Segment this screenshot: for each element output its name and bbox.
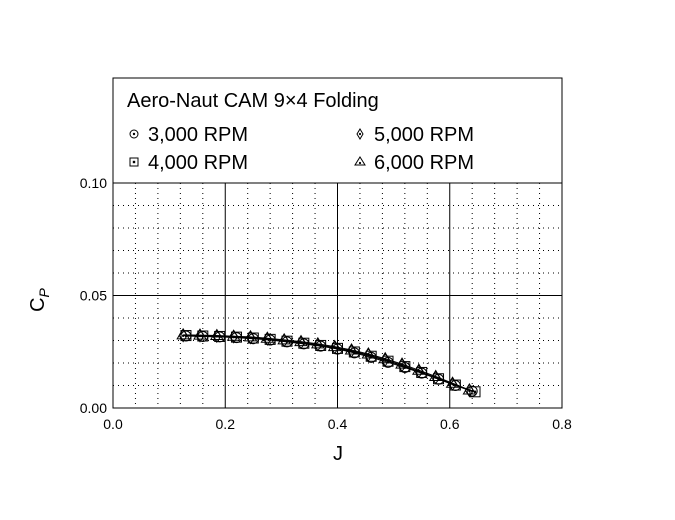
series-line (185, 335, 476, 393)
chart-title: Aero-Naut CAM 9×4 Folding (127, 90, 379, 112)
data-point-square (129, 157, 139, 167)
y-tick-label: 0.05 (80, 288, 107, 304)
data-point-triangle (226, 329, 241, 341)
y-tick-label: 0.00 (80, 400, 107, 416)
data-point-triangle (378, 351, 393, 364)
data-point-triangle (445, 376, 460, 388)
data-point-diamond (356, 128, 364, 140)
series-triangle (176, 327, 477, 395)
x-tick-label: 0.8 (552, 416, 572, 432)
data-point-triangle (411, 363, 426, 375)
data-point-triangle (294, 334, 308, 347)
data-point-triangle (260, 331, 275, 343)
y-axis-label-main: C (27, 297, 49, 311)
grid-major (113, 183, 562, 408)
legend-label: 3,000 RPM (148, 124, 248, 146)
legend-box (112, 77, 563, 184)
series-layer (176, 327, 481, 398)
legend-label: 6,000 RPM (374, 152, 474, 174)
data-point-triangle (277, 332, 292, 345)
data-point-circle (129, 129, 139, 139)
data-point-triangle (310, 336, 325, 349)
series-line (183, 334, 470, 391)
data-point-triangle (354, 156, 366, 166)
x-tick-label: 0.2 (216, 416, 236, 432)
tick-labels: 0.0 0.2 0.4 0.6 0.8 0.00 0.05 0.10 (80, 175, 572, 432)
data-point-triangle (209, 328, 224, 341)
x-tick-label: 0.0 (103, 416, 123, 432)
data-point-triangle (395, 357, 409, 369)
legend-item: 4,000 RPM (129, 152, 248, 174)
legend-label: 5,000 RPM (374, 124, 474, 146)
x-tick-label: 0.4 (328, 416, 348, 432)
x-axis-label: J (333, 443, 343, 465)
legend-items: 3,000 RPM 4,000 RPM 5,000 RPM 6,000 RPM (129, 124, 474, 174)
data-point-triangle (327, 339, 342, 352)
series-line (185, 335, 473, 392)
data-point-triangle (361, 347, 376, 359)
legend-label: 4,000 RPM (148, 152, 248, 174)
svg-text:CP: CP (27, 287, 52, 311)
series-square (180, 330, 481, 398)
y-axis-label-sub: P (36, 287, 52, 297)
legend: Aero-Naut CAM 9×4 Folding 3,000 RPM 4,000… (112, 77, 563, 184)
data-point-triangle (243, 329, 258, 342)
legend-item: 6,000 RPM (354, 152, 474, 174)
x-tick-label: 0.6 (440, 416, 460, 432)
y-axis-label: CP (27, 287, 52, 311)
legend-item: 5,000 RPM (356, 124, 474, 146)
y-tick-label: 0.10 (80, 175, 107, 191)
series-line (183, 335, 470, 391)
legend-item: 3,000 RPM (129, 124, 248, 146)
data-point-triangle (462, 383, 477, 395)
data-point-triangle (344, 342, 359, 355)
data-point-triangle (176, 327, 191, 340)
data-point-triangle (193, 328, 207, 340)
data-point-triangle (428, 369, 443, 381)
